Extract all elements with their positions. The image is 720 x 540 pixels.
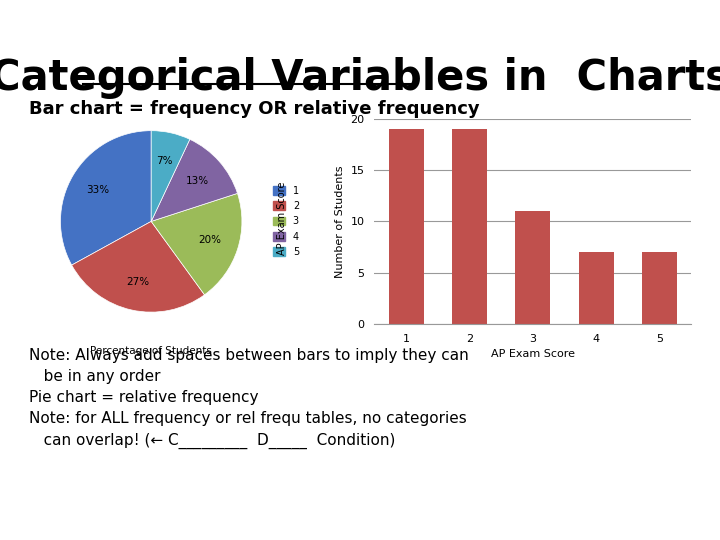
Legend: 1, 2, 3, 4, 5: 1, 2, 3, 4, 5 [269,182,303,261]
Bar [452,129,487,324]
X-axis label: Percentage of Students: Percentage of Students [90,346,212,356]
Text: AP Exam Score: AP Exam Score [277,182,287,255]
Y-axis label: Number of Students: Number of Students [335,165,345,278]
Bar [389,129,423,324]
X-axis label: AP Exam Score: AP Exam Score [491,349,575,359]
Bar [579,252,613,324]
Text: 27%: 27% [126,276,149,287]
Wedge shape [151,139,238,221]
Text: Categorical Variables in  Charts: Categorical Variables in Charts [0,57,720,99]
Bar [642,252,677,324]
Text: Bar chart = frequency OR relative frequency: Bar chart = frequency OR relative freque… [29,100,480,118]
Text: 13%: 13% [186,176,209,186]
Bar [516,211,550,324]
Wedge shape [60,131,151,265]
Text: Note: Always add spaces between bars to imply they can
   be in any order
Pie ch: Note: Always add spaces between bars to … [29,348,469,449]
Text: 33%: 33% [86,185,109,195]
Text: 20%: 20% [199,235,221,246]
Wedge shape [151,131,190,221]
Wedge shape [151,193,242,295]
Text: 7%: 7% [156,156,173,166]
Wedge shape [72,221,204,312]
